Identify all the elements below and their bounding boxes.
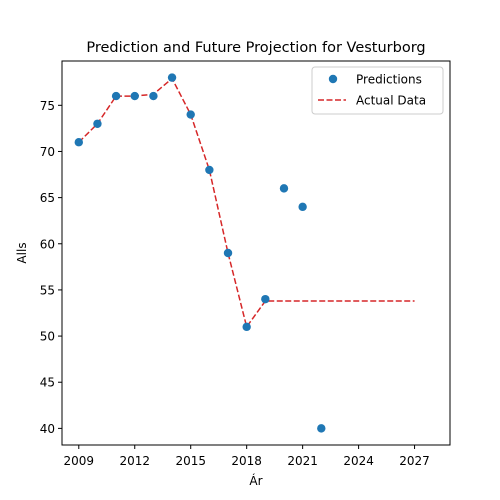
x-tick-label: 2024 — [343, 454, 374, 468]
series-line-actual-data — [78, 77, 415, 329]
legend-label: Predictions — [356, 73, 422, 87]
y-tick-label: 70 — [40, 145, 55, 159]
data-point-predictions — [111, 91, 121, 101]
data-point-predictions — [186, 110, 195, 119]
y-tick-label: 55 — [40, 283, 55, 297]
plot-frame — [61, 60, 451, 446]
x-tick-label: 2027 — [399, 454, 430, 468]
y-tick-label: 40 — [40, 422, 55, 436]
y-tick-label: 75 — [40, 99, 55, 113]
data-point-predictions — [279, 184, 289, 193]
y-tick-label: 65 — [40, 191, 55, 205]
y-tick-label: 60 — [40, 237, 55, 251]
data-point-predictions — [149, 91, 158, 101]
data-point-predictions — [93, 119, 102, 128]
ticks-layer: 2009 2012 2015 2018 2021 2024 2027 40 45 50 55 60 65… — [40, 99, 430, 468]
data-point-predictions — [298, 202, 307, 212]
data-point-predictions — [130, 91, 139, 101]
plot-area: 2009 2012 2015 2018 2021 2024 2027 40 45 50 55 60 65… — [40, 60, 451, 468]
x-tick-label: 2015 — [175, 454, 206, 468]
legend: Predictions Actual Data — [311, 66, 444, 115]
data-point-predictions — [261, 294, 270, 304]
x-tick-label: 2021 — [287, 454, 318, 468]
data-point-predictions — [74, 138, 83, 147]
legend-label: Actual Data — [356, 94, 426, 108]
data-point-predictions — [317, 424, 326, 433]
y-tick-label: 50 — [40, 330, 55, 344]
data-point-predictions — [167, 73, 177, 82]
data-point-predictions — [205, 165, 214, 175]
legend-box — [311, 66, 444, 115]
x-tick-label: 2018 — [231, 454, 262, 468]
series-layer — [74, 73, 415, 433]
data-point-predictions — [242, 322, 251, 332]
data-point-predictions — [223, 248, 233, 258]
x-tick-label: 2012 — [119, 454, 150, 468]
y-axis-label: Alls — [15, 242, 29, 263]
legend-marker-predictions — [328, 74, 338, 84]
y-tick-label: 45 — [40, 376, 55, 390]
x-axis-label: Ár — [249, 473, 262, 488]
x-tick-label: 2009 — [64, 454, 95, 468]
chart-title: Prediction and Future Projection for Ves… — [86, 40, 425, 56]
